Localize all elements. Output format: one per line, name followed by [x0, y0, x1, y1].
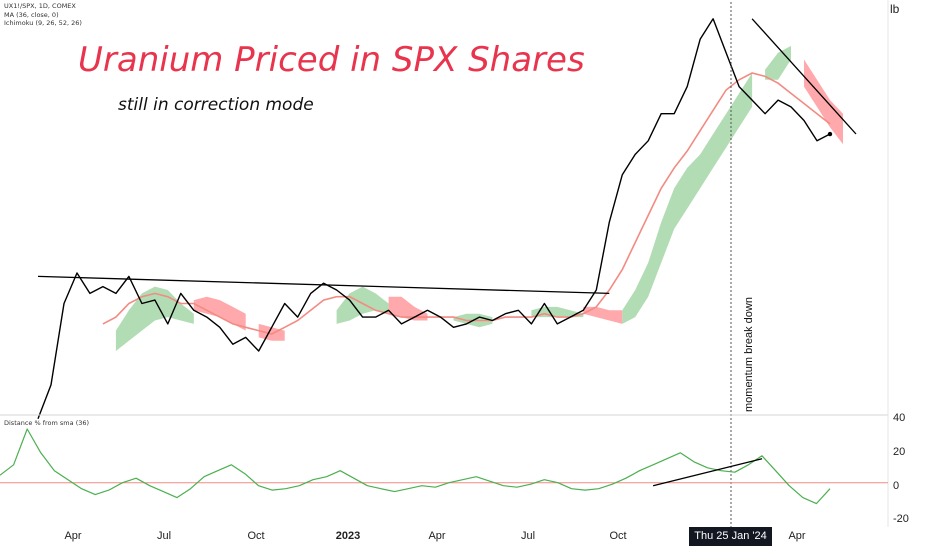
xtick-oct-2023: Oct — [609, 530, 627, 542]
sma-path — [102, 72, 831, 335]
xtick-oct: Oct — [247, 530, 265, 542]
cloud-segment-9 — [765, 45, 791, 80]
chart-subtitle: still in correction mode — [118, 95, 314, 115]
xtick-apr-2023: Apr — [428, 530, 446, 542]
ytick-minus-20: -20 — [893, 513, 909, 525]
ytick-0: 0 — [893, 480, 900, 492]
price-line — [37, 18, 833, 420]
chart-title: Uranium Priced in SPX Shares — [78, 40, 585, 80]
trendline-0 — [37, 275, 610, 295]
momentum-breakdown-annotation: momentum break down — [743, 297, 755, 412]
sma-36-line — [102, 72, 831, 335]
ichimoku-cloud — [115, 45, 843, 351]
price-unit: lb — [890, 2, 900, 16]
cloud-segment-3 — [336, 286, 389, 324]
xtick-apr: Apr — [64, 530, 82, 542]
cloud-segment-2 — [258, 323, 285, 341]
last-price-dot — [827, 131, 833, 137]
cloud-segment-8 — [622, 73, 753, 324]
cloud-segment-7 — [583, 306, 623, 324]
chart-legend: UX1!/SPX, 1D, COMEX MA (36, close, 0) Ic… — [4, 2, 82, 28]
legend-symbol[interactable]: UX1!/SPX, 1D, COMEX — [4, 2, 76, 10]
price-path — [37, 18, 831, 420]
indicator-pane — [0, 428, 888, 505]
legend-ma[interactable]: MA (36, close, 0) — [4, 10, 59, 19]
ytick-20: 20 — [893, 446, 906, 458]
cloud-segment-10 — [804, 59, 843, 145]
cloud-segment-1 — [193, 296, 246, 331]
trendlines — [37, 18, 857, 295]
xtick-apr-2024: Apr — [788, 530, 806, 542]
indicator-trendline — [652, 458, 763, 487]
crosshair-date-label: Thu 25 Jan '24 — [689, 527, 772, 546]
trendline-1 — [751, 18, 857, 135]
indicator-label[interactable]: Distance % from sma (36) — [4, 419, 90, 427]
cloud-segment-6 — [531, 306, 584, 318]
legend-ichimoku[interactable]: Ichimoku (9, 26, 52, 26) — [4, 19, 82, 27]
ytick-40: 40 — [893, 412, 906, 424]
xtick-jul-2023: Jul — [520, 530, 536, 542]
distance-path — [0, 428, 831, 505]
xtick-2023: 2023 — [335, 530, 361, 542]
cloud-segment-4 — [388, 296, 428, 321]
xtick-jul: Jul — [156, 530, 172, 542]
cloud-segment-0 — [115, 286, 194, 351]
